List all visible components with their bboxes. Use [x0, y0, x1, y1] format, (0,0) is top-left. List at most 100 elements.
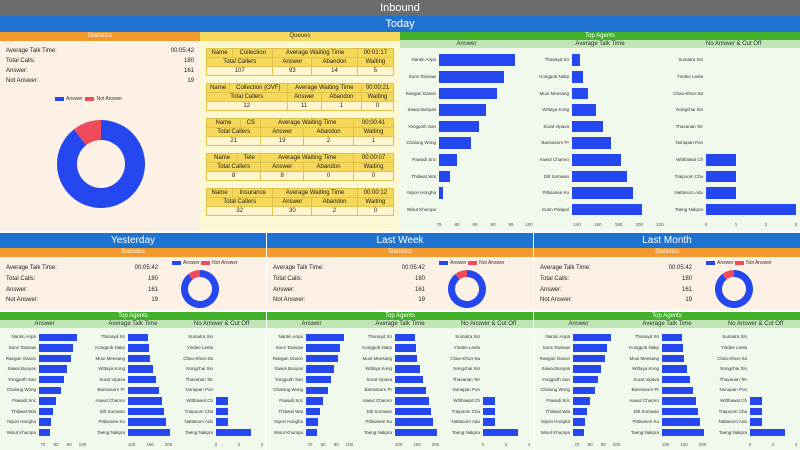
stat-value: 161 [414, 287, 425, 293]
agent-bar [306, 386, 329, 394]
last-month-top-agents-panel: Top Agents Answer Average Talk Time No Answ… [534, 312, 800, 450]
agent-label: Witthawat Ch [453, 397, 480, 403]
chart-title-no-answer: No Answer & Cut Off [444, 320, 533, 328]
agent-bar [39, 397, 57, 405]
stat-value: 161 [147, 287, 158, 293]
agent-label: Sumatra Sin [455, 334, 480, 340]
agent-label: Nongchai Sin [720, 366, 747, 372]
agent-label: Nonapan Pon [719, 387, 747, 393]
agent-label: Raegan Gason [405, 90, 436, 96]
today-top-agents-header: Top Agents [400, 32, 800, 40]
queue-name-label: Name [205, 83, 231, 93]
agent-label: Muoi Meesang [95, 355, 125, 361]
agent-label: Yongpoth San [541, 376, 570, 382]
stat-label: Average Talk Time: [6, 48, 57, 54]
agent-label: Chao-Khun-Sa [673, 90, 703, 96]
agent-bar [662, 386, 693, 394]
agent-label: Pawadi Sric [546, 397, 570, 403]
agent-label: Raegan Gason [272, 355, 303, 361]
agent-label: Thitiwat Wat [545, 408, 570, 414]
axis-tick-label: 80 [53, 442, 59, 447]
agent-label: Wisut Khumpa [406, 206, 436, 212]
agent-label: Yindee Leela [453, 344, 480, 350]
chart-title-no-answer: No Answer & Cut Off [711, 320, 800, 328]
queue-awt-label: Average Waiting Time [272, 188, 358, 198]
stat-value: 00:05:42 [401, 265, 425, 271]
axis-tick-label: 100 [127, 442, 136, 447]
pie-legend: Answer Not Answer [706, 260, 772, 266]
queue-name-label: Name [205, 48, 234, 58]
agent-label: Thitiwat Wat [411, 173, 436, 179]
today-chart-title-answer: Answer [400, 40, 533, 48]
axis-tick-label: 95 [508, 222, 514, 227]
agent-bar [706, 187, 736, 199]
stat-value: 180 [147, 276, 158, 282]
axis-tick-label: 140 [573, 222, 581, 227]
agent-bar [395, 354, 418, 363]
agent-bar [306, 407, 321, 416]
agent-bar [573, 375, 598, 384]
queue-awt-label: Average Waiting Time [272, 48, 358, 58]
yesterday-donut-chart [181, 270, 219, 308]
agent-label: Yongpoth San [7, 376, 36, 382]
agent-bar [706, 170, 736, 183]
axis-tick-label: 100 [525, 222, 533, 227]
axis-tick-label: 100 [612, 442, 621, 447]
agent-label: Dilt Somwan [543, 173, 569, 179]
agent-label: Surat Vipava [99, 376, 125, 382]
stat-label: Total Calls: [273, 276, 303, 282]
agent-bar [439, 104, 486, 116]
donut-slice-answer [181, 270, 219, 308]
legend-swatch-answer [439, 260, 448, 265]
agent-label: Pawadi Sric [412, 156, 436, 162]
legend-swatch-not-answer [468, 260, 478, 265]
agent-bar [216, 407, 228, 416]
top-agents-header: Top Agents [0, 312, 266, 320]
agent-bar [439, 71, 504, 83]
agent-bar [483, 397, 495, 405]
agent-label: Pittisanee Ku [632, 419, 659, 425]
stat-label: Average Talk Time: [540, 265, 591, 271]
axis-tick-label: 85 [472, 222, 478, 227]
axis-tick-label: 90 [600, 442, 606, 447]
axis-tick-label: 2 [504, 442, 508, 447]
legend-answer-label: Answer [66, 96, 83, 102]
agent-label: Nongchai Sin [453, 366, 480, 372]
agent-bar [128, 354, 151, 363]
agent-bar [39, 354, 71, 363]
agent-label: Nonapan Pon [675, 140, 703, 146]
queue-awt-label: Average Waiting Time [260, 118, 355, 128]
statistics-header: Statistics [0, 248, 266, 257]
agent-bar [750, 418, 762, 426]
queue-awt-label: Average Waiting Time [260, 153, 355, 163]
queue-waiting-value: 0 [360, 101, 395, 111]
agent-label: Traipoom Cha [451, 408, 480, 414]
queue-abandon-value: 2 [311, 206, 358, 216]
axis-tick-label: 1 [734, 222, 738, 227]
agent-bar [439, 154, 457, 166]
donut-slice-not-answer [455, 270, 467, 280]
today-statistics-header: Statistics [0, 32, 200, 41]
axis-tick-label: 70 [574, 442, 580, 447]
axis-tick-label: 70 [40, 442, 46, 447]
axis-tick-label: 4 [527, 442, 531, 447]
queue-waiting-label: Waiting [360, 92, 395, 102]
today-queues-panel: Queues Name Collection Average Waiting Tim… [200, 32, 400, 231]
legend-swatch-not-answer [201, 260, 211, 265]
agent-bar [572, 87, 588, 100]
agent-bar [128, 333, 148, 341]
stat-label: Not Answer: [6, 78, 39, 84]
queue-name: CS [240, 118, 262, 128]
donut-slice-not-answer [188, 270, 200, 280]
agent-bar [573, 418, 585, 426]
agent-label: Bannasorn Pr [631, 387, 659, 393]
axis-tick-label: 220 [656, 222, 664, 227]
legend-swatch-answer [55, 96, 64, 101]
statistics-header: Statistics [534, 248, 800, 257]
chart-title-talk-time: Average Talk Time [623, 320, 711, 328]
legend-not-answer-label: Not Answer [212, 260, 238, 266]
pie-legend: Answer Not Answer [439, 260, 505, 266]
queue-answer-value: 8 [260, 171, 305, 181]
stat-label: Answer: [273, 287, 295, 293]
queue-total-value: 32 [205, 206, 274, 216]
